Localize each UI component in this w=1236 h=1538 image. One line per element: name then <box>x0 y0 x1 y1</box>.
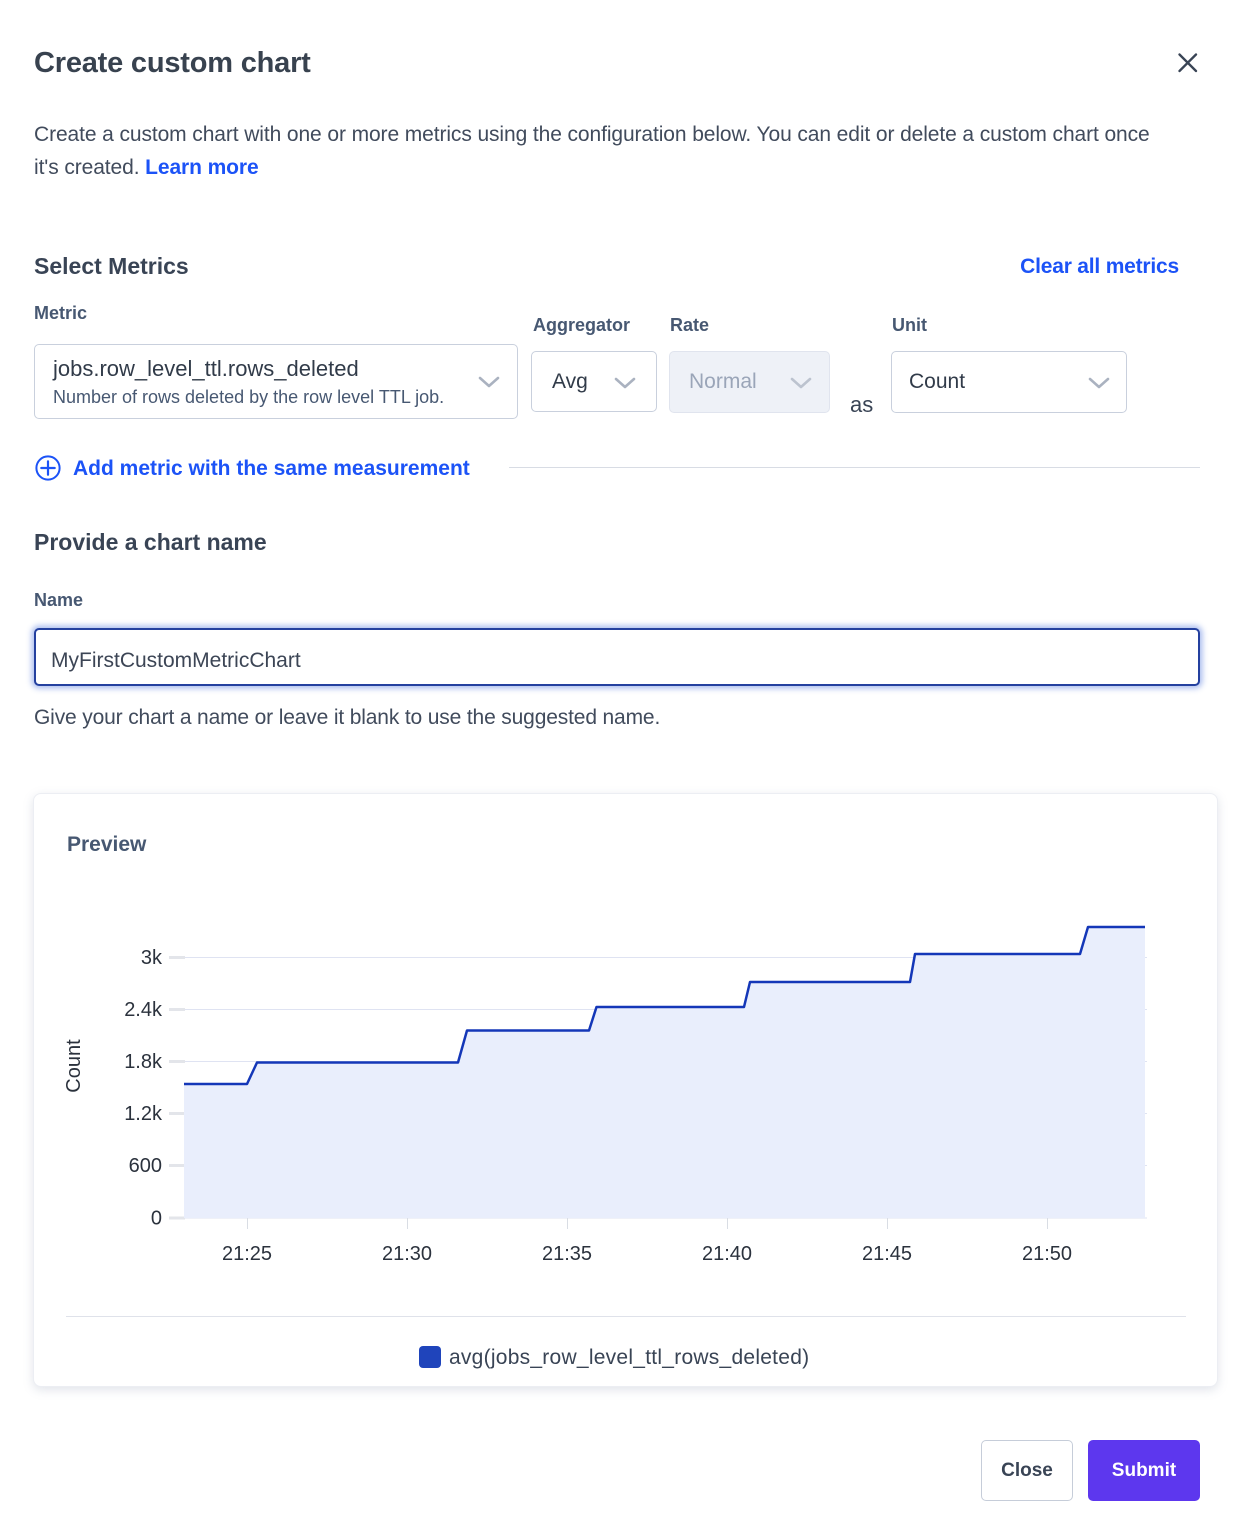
svg-text:0: 0 <box>151 1208 162 1230</box>
svg-text:1.2k: 1.2k <box>124 1103 163 1125</box>
svg-text:21:35: 21:35 <box>542 1243 592 1265</box>
svg-text:21:40: 21:40 <box>702 1243 752 1265</box>
svg-text:21:30: 21:30 <box>382 1243 432 1265</box>
svg-text:1.8k: 1.8k <box>124 1051 163 1073</box>
svg-text:21:25: 21:25 <box>222 1243 272 1265</box>
svg-text:Count: Count <box>63 1039 85 1093</box>
svg-text:3k: 3k <box>141 947 163 969</box>
svg-text:21:45: 21:45 <box>862 1243 912 1265</box>
svg-text:21:50: 21:50 <box>1022 1243 1072 1265</box>
svg-text:2.4k: 2.4k <box>124 999 163 1021</box>
svg-text:600: 600 <box>129 1155 162 1177</box>
